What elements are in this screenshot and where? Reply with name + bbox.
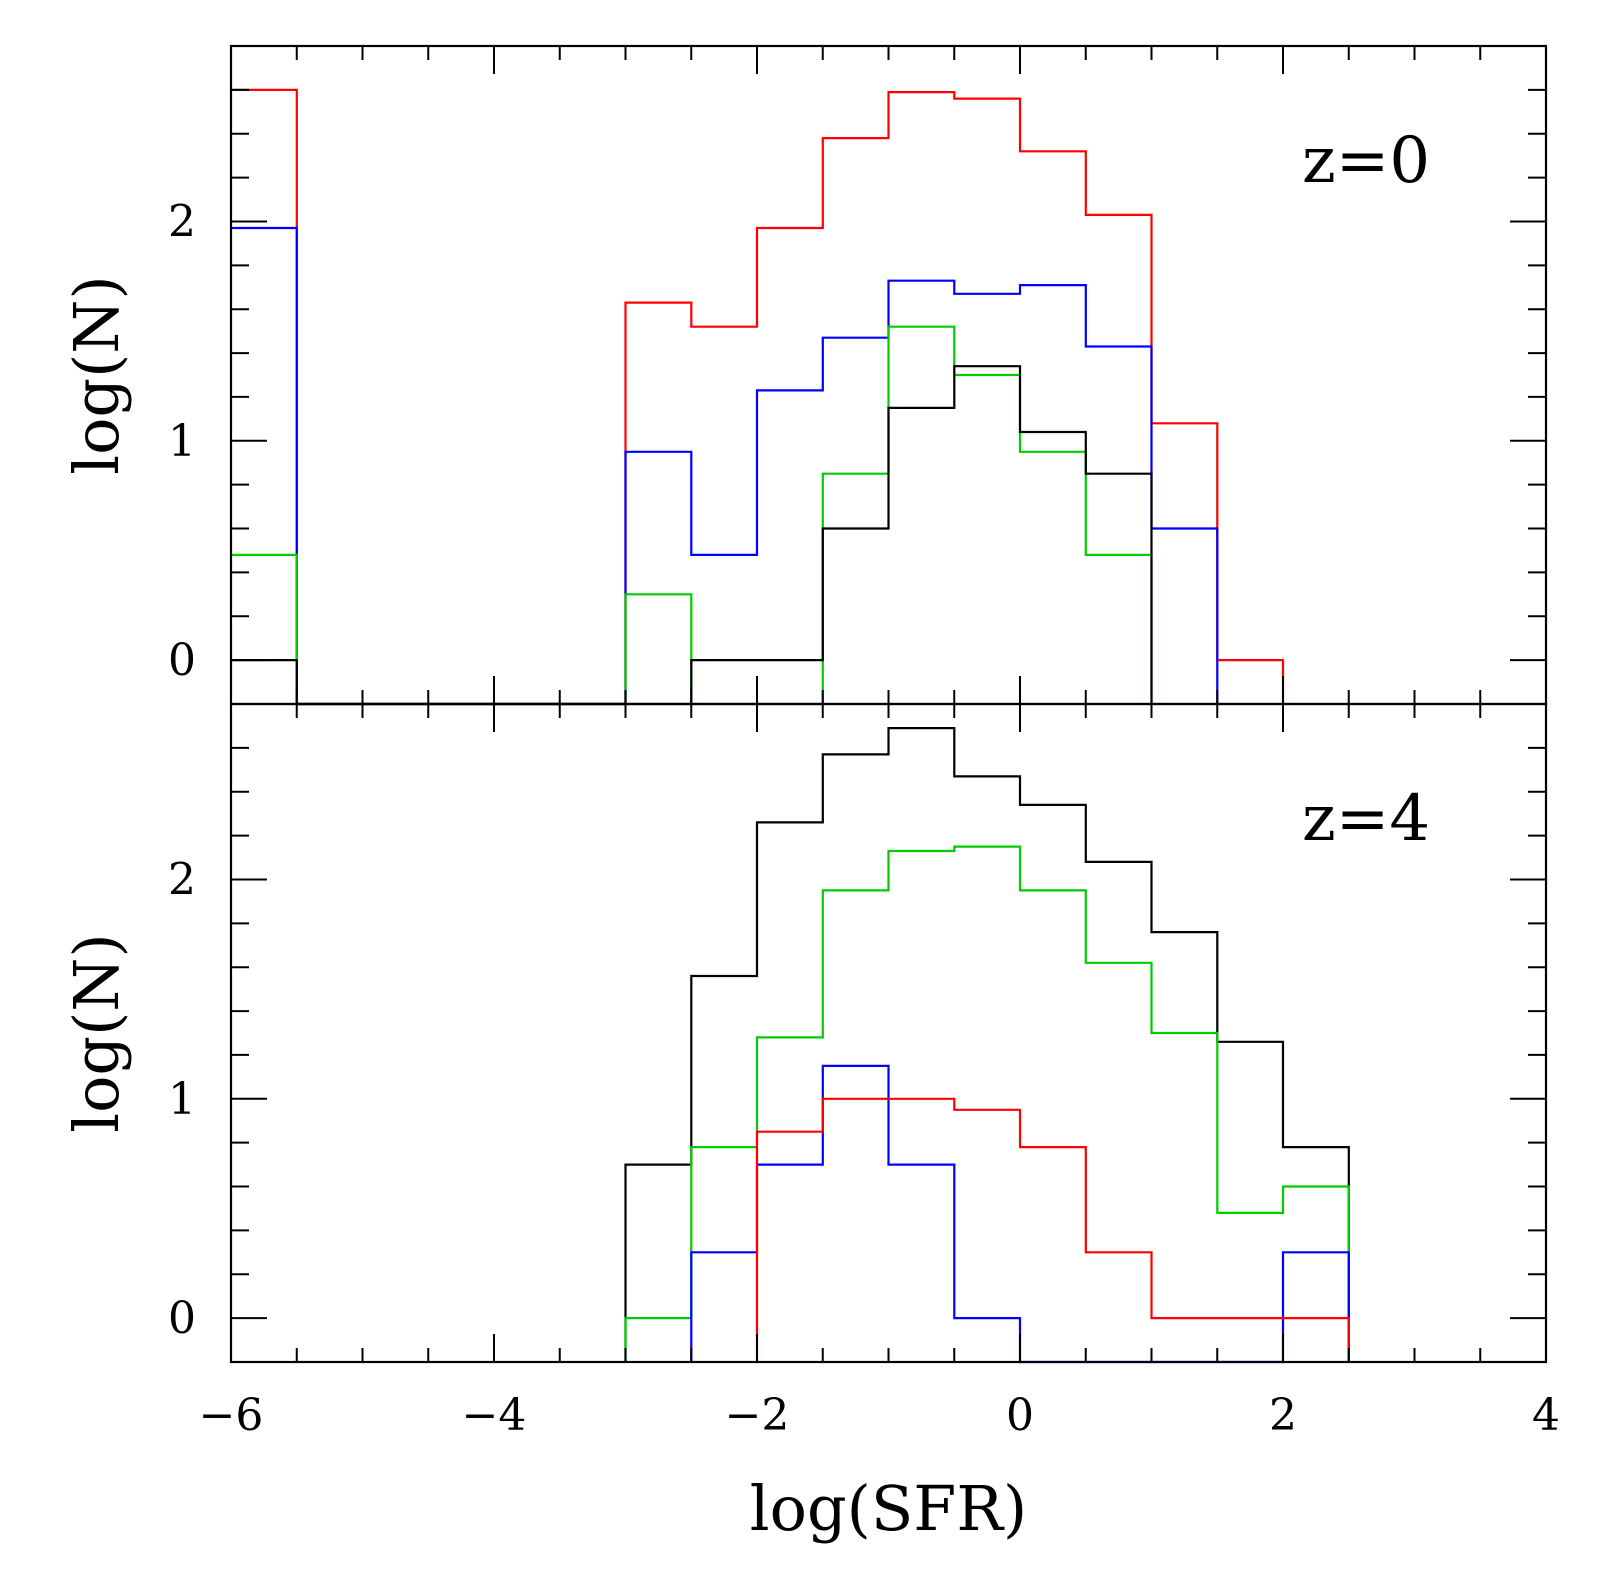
panel-z0-ytick-labels: 0 1 2 [168, 196, 196, 686]
panel-z0-ticks [229, 44, 1548, 706]
y-tick-label: 2 [168, 854, 196, 905]
panel-z4-ticks [229, 702, 1548, 1364]
x-tick-label: 2 [1269, 1390, 1297, 1441]
y-axis-label-bottom: log(N) [60, 933, 133, 1132]
x-tick-label: −6 [199, 1390, 264, 1441]
panel-label-z4: z=4 [1302, 782, 1430, 856]
panel-label-z0: z=0 [1302, 124, 1430, 198]
panel-z4-series [624, 727, 1350, 1364]
panel-z4: 0 1 2 z=4 log(N) [60, 702, 1548, 1364]
x-axis-label: log(SFR) [750, 1472, 1027, 1545]
y-tick-label: 2 [168, 196, 196, 247]
x-tick-label: −4 [462, 1390, 527, 1441]
x-tick-labels: −6 −4 −2 0 2 4 [199, 1390, 1560, 1441]
y-tick-label: 0 [168, 1293, 196, 1344]
y-tick-label: 1 [168, 416, 196, 467]
series-green-z4 [624, 845, 1350, 1362]
y-tick-label: 1 [168, 1074, 196, 1125]
y-axis-label-top: log(N) [60, 275, 133, 474]
panel-z4-ytick-labels: 0 1 2 [168, 854, 196, 1344]
x-tick-label: 0 [1006, 1390, 1034, 1441]
y-tick-label: 0 [168, 635, 196, 686]
x-tick-label: 4 [1532, 1390, 1560, 1441]
series-black-z4 [624, 727, 1350, 1362]
x-tick-label: −2 [725, 1390, 790, 1441]
series-red-z4 [755, 1097, 1350, 1362]
